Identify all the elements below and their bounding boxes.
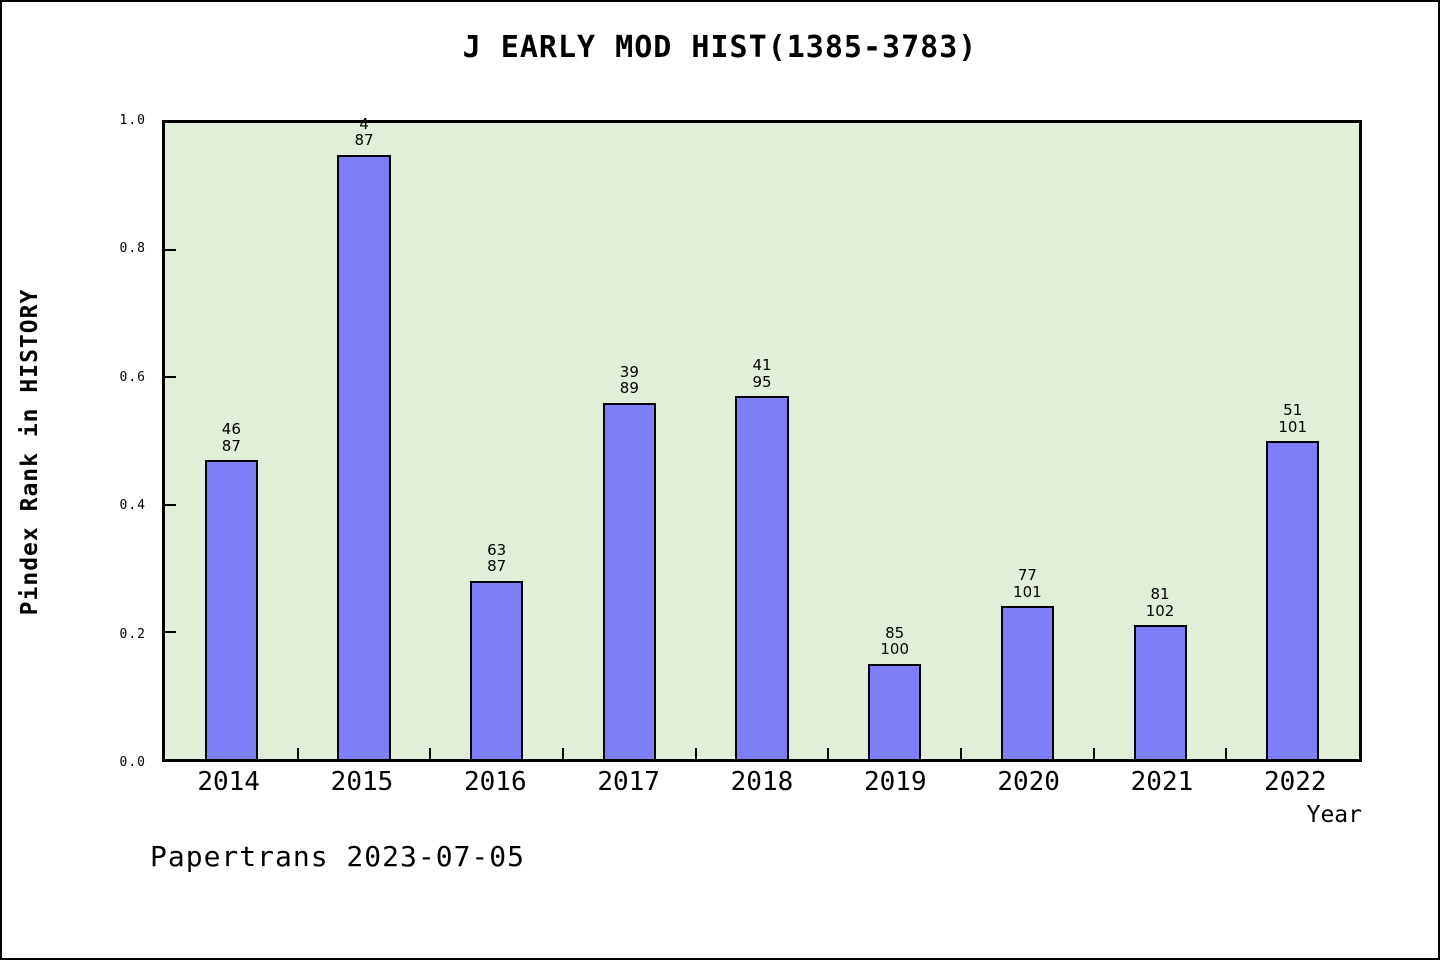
- x-tick-label-2022: 2022: [1263, 767, 1327, 797]
- annotation-total: 101: [1013, 582, 1042, 601]
- bar-2017: [602, 402, 656, 759]
- bar-annotation-2021: 81 102: [1094, 586, 1227, 619]
- annotation-rank: 39: [619, 362, 639, 381]
- y-tick-mark: [165, 249, 176, 252]
- y-tick-label-0.8: 0.8: [119, 241, 146, 257]
- x-tick-label-2021: 2021: [1130, 767, 1194, 797]
- annotation-total: 101: [1278, 417, 1308, 436]
- bar-2018: [735, 396, 789, 759]
- annotation-rank: 85: [885, 623, 905, 642]
- bar-2016: [470, 580, 524, 759]
- bar-slot-2014: 46 87: [165, 123, 298, 759]
- bar-2014: [204, 460, 258, 759]
- bar-2022: [1266, 441, 1320, 759]
- y-tick-label-0.0: 0.0: [119, 755, 146, 770]
- x-tick-mark: [827, 748, 830, 759]
- x-tick-label-2016: 2016: [464, 767, 527, 797]
- y-tick-mark: [165, 630, 176, 633]
- annotation-total: 87: [354, 131, 374, 150]
- x-tick-label-2019: 2019: [863, 767, 927, 797]
- bar-slot-2016: 63 87: [430, 123, 563, 759]
- bar-annotation-2018: 41 95: [696, 357, 829, 390]
- annotation-total: 87: [487, 557, 507, 576]
- annotation-rank: 51: [1283, 401, 1303, 419]
- bar-2019: [868, 663, 922, 759]
- annotation-total: 87: [221, 436, 241, 455]
- x-tick-mark: [296, 748, 299, 759]
- y-axis-label: Pindex Rank in HISTORY: [17, 288, 43, 616]
- annotation-rank: 41: [752, 356, 772, 375]
- bar-2021: [1133, 625, 1187, 759]
- bar-annotation-2014: 46 87: [165, 421, 298, 454]
- bar-slot-2020: 77 101: [961, 123, 1094, 759]
- y-tick-mark: [165, 376, 176, 379]
- chart-title: J EARLY MOD HIST(1385-3783): [462, 30, 978, 65]
- bar-slot-2017: 39 89: [563, 123, 696, 759]
- bar-annotation-2017: 39 89: [563, 364, 696, 397]
- bar-annotation-2015: 4 87: [298, 116, 431, 149]
- annotation-rank: 81: [1150, 585, 1170, 604]
- x-tick-label-2018: 2018: [730, 767, 794, 797]
- plot-area: 46 87 4 87 63 87 39 89 41 95 85 100 77 101 81 102 51 101: [162, 116, 1362, 762]
- annotation-total: 100: [880, 640, 910, 659]
- bar-slot-2015: 4 87: [298, 116, 431, 759]
- bar-slot-2021: 81 102: [1094, 123, 1227, 759]
- x-tick-mark: [561, 748, 564, 759]
- x-tick-mark: [1092, 748, 1095, 759]
- y-tick-label-1.0: 1.0: [119, 113, 146, 128]
- x-tick-mark: [959, 748, 962, 759]
- watermark-text: Papertrans 2023-07-05: [150, 840, 526, 873]
- bar-annotation-2022: 51 101: [1226, 402, 1359, 435]
- y-tick-mark: [165, 503, 176, 506]
- x-tick-label-2015: 2015: [330, 767, 394, 797]
- annotation-total: 89: [619, 379, 639, 398]
- x-tick-mark: [429, 748, 432, 759]
- y-axis-tick-labels: 1.0 0.8 0.6 0.4 0.2 0.0: [92, 114, 154, 769]
- x-tick-label-2017: 2017: [597, 767, 660, 797]
- annotation-rank: 4: [359, 114, 369, 133]
- bar-annotation-2016: 63 87: [430, 542, 563, 575]
- bar-slot-2018: 41 95: [696, 123, 829, 759]
- x-tick-mark: [1225, 748, 1228, 759]
- y-tick-label-0.6: 0.6: [119, 369, 146, 385]
- x-axis-tick-labels: 2014 2015 2016 2017 2018 2019 2020 2021 2022: [162, 768, 1362, 800]
- bar-slot-2019: 85 100: [828, 123, 961, 759]
- annotation-rank: 63: [487, 540, 507, 559]
- x-tick-label-2020: 2020: [997, 767, 1060, 797]
- x-tick-label-2014: 2014: [197, 767, 260, 797]
- y-tick-label-0.4: 0.4: [119, 498, 146, 514]
- x-axis-label: Year: [1306, 802, 1362, 828]
- bar-slot-2022: 51 101: [1226, 123, 1359, 759]
- annotation-rank: 77: [1017, 566, 1037, 585]
- bar-annotation-2019: 85 100: [828, 625, 961, 658]
- bar-2020: [1000, 606, 1054, 759]
- bars-container: 46 87 4 87 63 87 39 89 41 95 85 100 77 101 81 102 51 101: [165, 116, 1359, 759]
- annotation-total: 102: [1145, 601, 1175, 620]
- bar-annotation-2020: 77 101: [961, 567, 1094, 600]
- x-tick-mark: [694, 748, 697, 759]
- y-tick-label-0.2: 0.2: [119, 626, 146, 642]
- annotation-rank: 46: [221, 420, 241, 439]
- annotation-total: 95: [752, 372, 772, 391]
- bar-2015: [337, 154, 391, 759]
